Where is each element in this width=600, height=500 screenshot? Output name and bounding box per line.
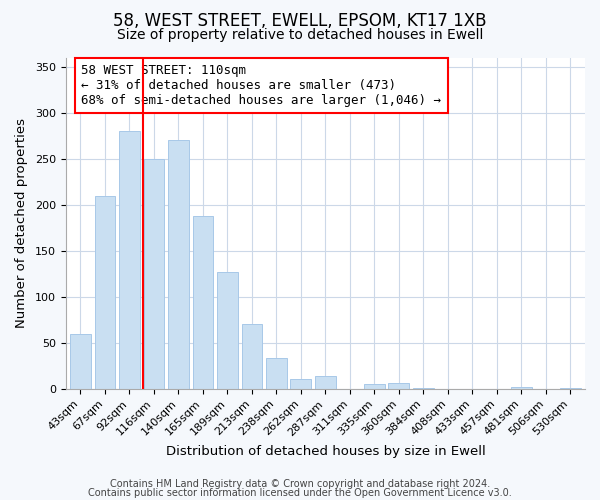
Bar (266, 358, 287, 389)
Bar (193, 216, 214, 389)
Bar (168, 140, 189, 389)
Text: Contains HM Land Registry data © Crown copyright and database right 2024.: Contains HM Land Registry data © Crown c… (110, 479, 490, 489)
Y-axis label: Number of detached properties: Number of detached properties (15, 118, 28, 328)
Text: Size of property relative to detached houses in Ewell: Size of property relative to detached ho… (117, 28, 483, 42)
Bar (143, 158, 164, 389)
Bar (290, 378, 311, 389)
Text: 58 WEST STREET: 110sqm
← 31% of detached houses are smaller (473)
68% of semi-de: 58 WEST STREET: 110sqm ← 31% of detached… (82, 64, 442, 107)
X-axis label: Distribution of detached houses by size in Ewell: Distribution of detached houses by size … (166, 444, 485, 458)
Bar (388, 384, 409, 389)
Text: Contains public sector information licensed under the Open Government Licence v3: Contains public sector information licen… (88, 488, 512, 498)
Bar (315, 376, 336, 389)
Bar (119, 131, 140, 389)
Bar (413, 388, 434, 389)
Bar (560, 388, 581, 389)
Bar (217, 272, 238, 389)
Bar (70, 334, 91, 389)
Bar (511, 387, 532, 389)
Bar (364, 384, 385, 389)
Text: 58, WEST STREET, EWELL, EPSOM, KT17 1XB: 58, WEST STREET, EWELL, EPSOM, KT17 1XB (113, 12, 487, 30)
Bar (95, 196, 115, 389)
Bar (242, 324, 262, 389)
